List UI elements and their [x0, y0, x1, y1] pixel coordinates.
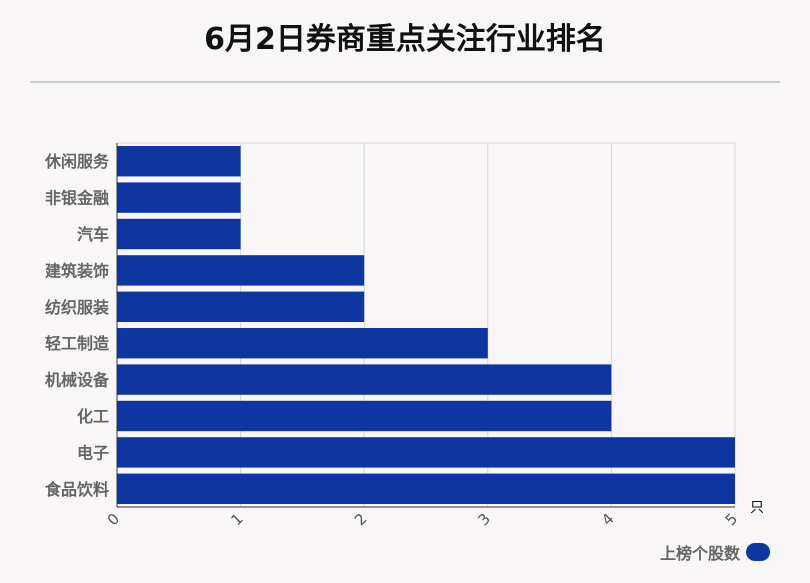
y-tick-label: 建筑装饰: [45, 261, 109, 280]
x-tick-label: 3: [475, 510, 494, 529]
y-tick-label: 非银金融: [45, 189, 109, 208]
legend-label: 上榜个股数: [659, 544, 740, 563]
bar: [117, 255, 365, 286]
y-tick-label: 休闲服务: [44, 152, 110, 171]
y-tick-label: 化工: [77, 407, 109, 426]
bar: [117, 400, 612, 432]
x-tick-label: 1: [227, 510, 246, 529]
y-tick-label: 机械设备: [45, 371, 110, 390]
chart-title: 6月2日券商重点关注行业排名: [204, 22, 606, 57]
title-divider: [30, 81, 780, 83]
bar: [117, 328, 488, 359]
bar: [117, 146, 241, 177]
legend-swatch: [746, 543, 770, 561]
y-tick-label: 汽车: [77, 225, 109, 244]
x-tick-label: 2: [351, 510, 370, 529]
y-tick-label: 轻工制造: [45, 334, 110, 353]
y-tick-label: 电子: [77, 443, 109, 462]
bar: [117, 473, 735, 504]
bar: [117, 364, 612, 395]
bar: [117, 437, 735, 468]
x-tick-label: 0: [104, 510, 123, 529]
bar: [117, 218, 241, 250]
x-tick-label: 4: [598, 510, 617, 529]
x-unit-label: 只: [750, 500, 764, 516]
y-tick-label: 食品饮料: [44, 480, 109, 499]
x-tick-label: 5: [722, 510, 741, 529]
bar: [117, 291, 365, 322]
legend[interactable]: 上榜个股数: [660, 540, 770, 564]
y-tick-label: 纺织服装: [45, 298, 109, 317]
bar: [117, 182, 241, 213]
